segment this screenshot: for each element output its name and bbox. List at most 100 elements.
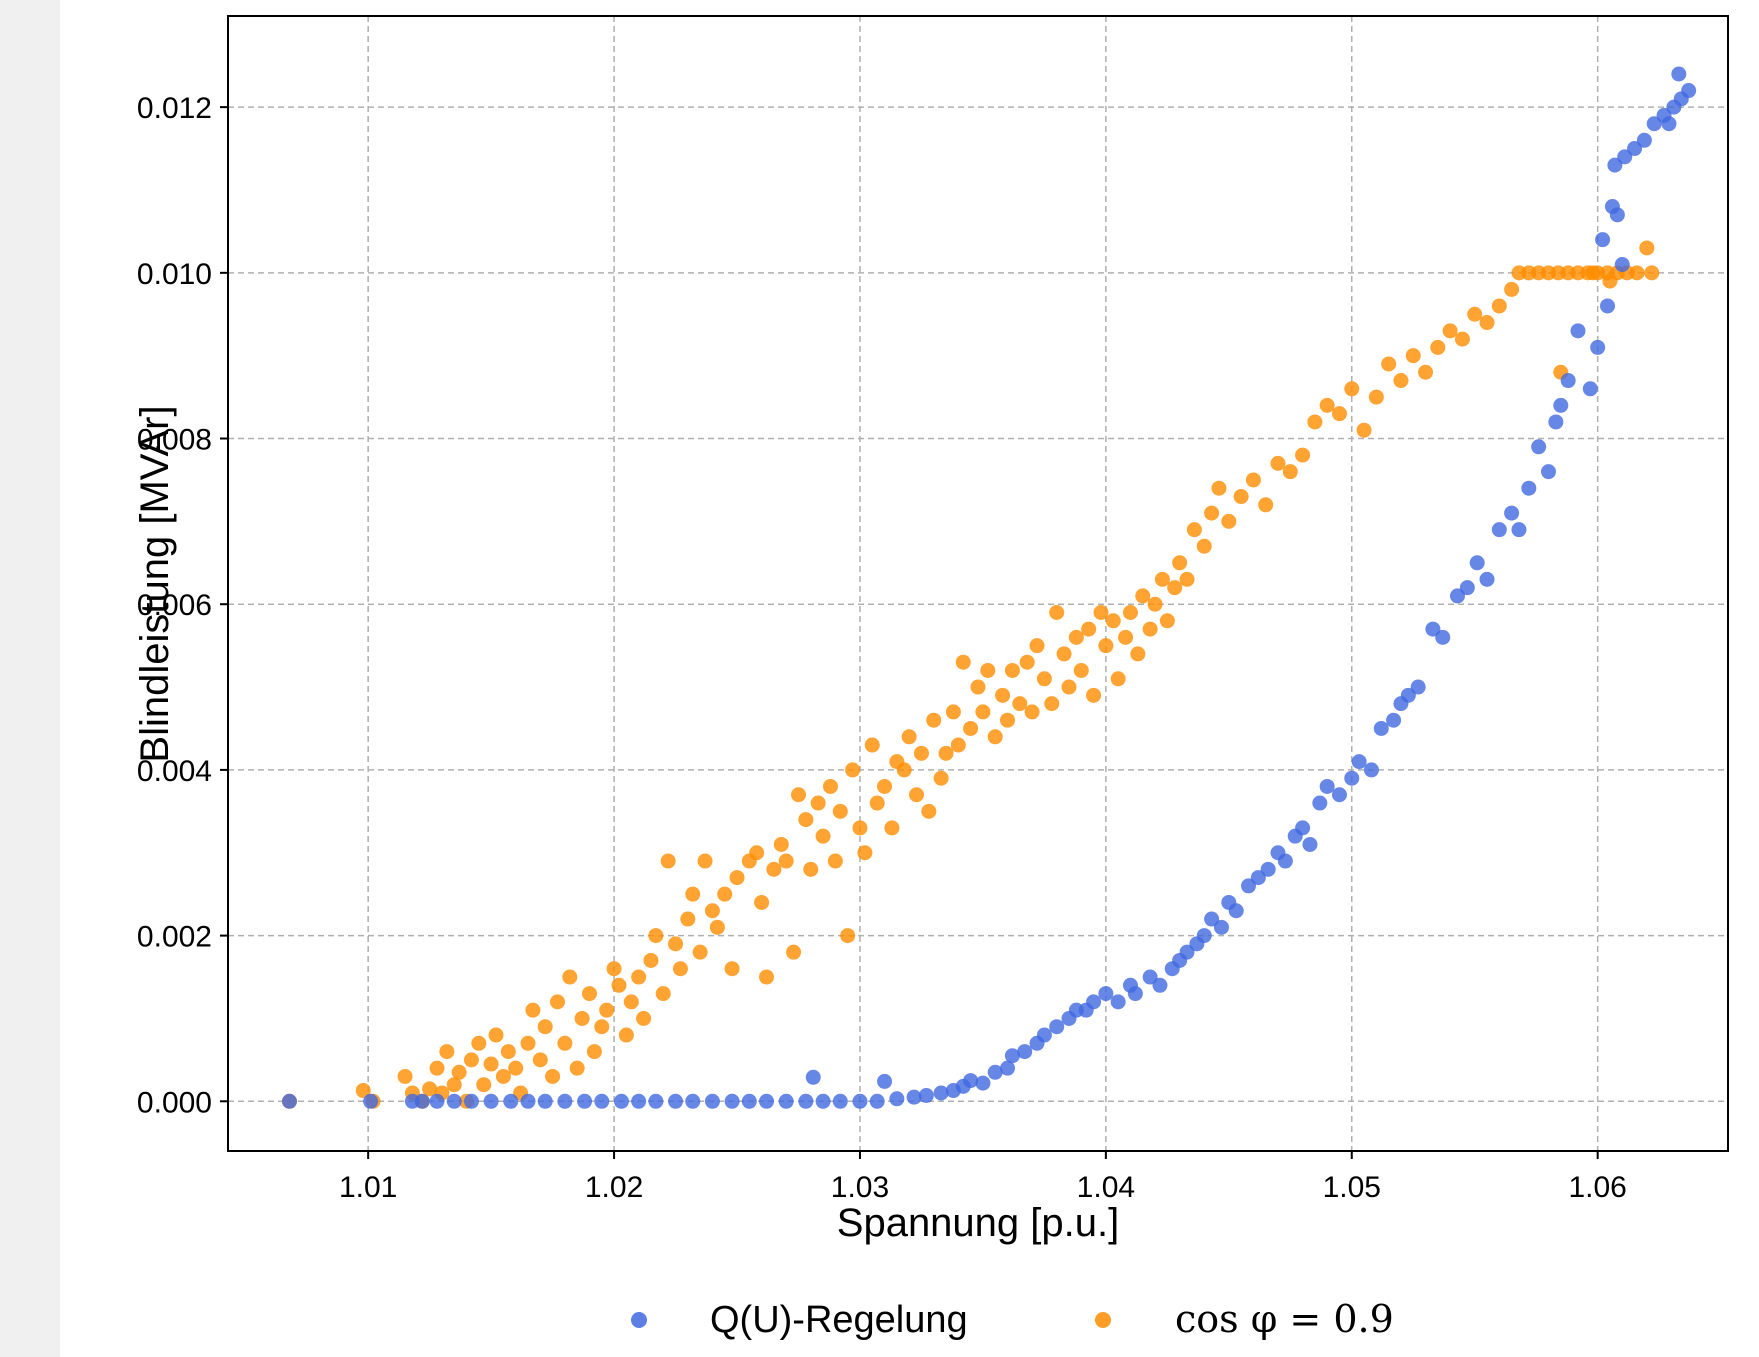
point-qu: [429, 1093, 445, 1109]
point-qu: [1363, 762, 1379, 778]
point-cosphi: [692, 944, 708, 960]
point-cosphi: [1179, 571, 1195, 587]
point-qu: [1459, 580, 1475, 596]
point-cosphi: [668, 936, 684, 952]
point-cosphi: [1159, 613, 1175, 629]
point-cosphi: [599, 1002, 615, 1018]
point-cosphi: [1036, 671, 1052, 687]
point-cosphi: [429, 1060, 445, 1076]
point-cosphi: [803, 861, 819, 877]
point-cosphi: [938, 745, 954, 761]
point-cosphi: [550, 994, 566, 1010]
point-cosphi: [1442, 323, 1458, 339]
point-qu: [1491, 522, 1507, 538]
point-cosphi: [759, 969, 775, 985]
point-cosphi: [1585, 265, 1601, 281]
point-cosphi: [749, 845, 765, 861]
point-cosphi: [975, 704, 991, 720]
point-qu: [1302, 836, 1318, 852]
point-cosphi: [790, 787, 806, 803]
point-cosphi: [896, 762, 912, 778]
point-qu: [1142, 969, 1158, 985]
point-qu: [1617, 149, 1633, 165]
point-cosphi: [909, 787, 925, 803]
point-qu: [1469, 555, 1485, 571]
point-cosphi: [1221, 513, 1237, 529]
point-cosphi: [1418, 364, 1434, 380]
point-qu: [1600, 298, 1616, 314]
point-cosphi: [884, 820, 900, 836]
point-qu: [1196, 928, 1212, 944]
point-qu: [1127, 986, 1143, 1002]
legend: Q(U)-Regelung cos φ = 0.9: [631, 1297, 1394, 1341]
point-qu: [668, 1093, 684, 1109]
point-cosphi: [1130, 646, 1146, 662]
point-cosphi: [1147, 596, 1163, 612]
point-cosphi: [1167, 580, 1183, 596]
point-cosphi: [1110, 671, 1126, 687]
point-cosphi: [963, 720, 979, 736]
point-cosphi: [508, 1060, 524, 1076]
x-tick-label: 1.04: [1077, 1171, 1135, 1204]
axis-ticks: 1.01 1.02 1.03 1.04 1.05 1.06 0.000 0.002 0.004 0…: [137, 92, 1627, 1204]
point-qu: [1228, 903, 1244, 919]
point-cosphi: [1405, 348, 1421, 364]
point-cosphi: [581, 986, 597, 1002]
point-cosphi: [1454, 331, 1470, 347]
legend-marker-qu: [631, 1312, 647, 1328]
point-qu: [483, 1093, 499, 1109]
point-qu: [1000, 1060, 1016, 1076]
point-cosphi: [815, 828, 831, 844]
point-qu: [1560, 373, 1576, 389]
point-qu: [906, 1089, 922, 1105]
point-cosphi: [1356, 422, 1372, 438]
point-cosphi: [1004, 662, 1020, 678]
point-qu: [963, 1073, 979, 1089]
point-qu: [1582, 381, 1598, 397]
point-cosphi: [525, 1002, 541, 1018]
point-cosphi: [1154, 571, 1170, 587]
point-qu: [1661, 116, 1677, 132]
y-tick-label: 0.002: [137, 921, 212, 954]
point-cosphi: [810, 795, 826, 811]
point-cosphi: [1029, 638, 1045, 654]
point-cosphi: [463, 1052, 479, 1068]
point-cosphi: [355, 1083, 371, 1099]
point-qu: [1627, 141, 1643, 157]
point-qu: [1450, 588, 1466, 604]
point-cosphi: [1233, 489, 1249, 505]
point-cosphi: [840, 928, 856, 944]
point-cosphi: [987, 729, 1003, 745]
point-qu: [877, 1073, 893, 1089]
point-cosphi: [643, 952, 659, 968]
point-cosphi: [569, 1060, 585, 1076]
point-qu: [1570, 323, 1586, 339]
point-cosphi: [483, 1056, 499, 1072]
point-cosphi: [1629, 265, 1645, 281]
point-qu: [1504, 505, 1520, 521]
point-qu: [1386, 712, 1402, 728]
point-cosphi: [1105, 613, 1121, 629]
point-cosphi: [995, 687, 1011, 703]
point-qu: [778, 1093, 794, 1109]
point-qu: [852, 1093, 868, 1109]
point-qu: [1425, 621, 1441, 637]
chart-figure: 1.01 1.02 1.03 1.04 1.05 1.06 0.000 0.002 0.004 0…: [60, 0, 1759, 1357]
point-cosphi: [1098, 638, 1114, 654]
point-cosphi: [869, 795, 885, 811]
legend-label-cosphi: cos φ = 0.9: [1175, 1297, 1394, 1341]
point-cosphi: [1344, 381, 1360, 397]
point-qu: [1646, 116, 1662, 132]
point-cosphi: [1012, 696, 1028, 712]
point-qu: [759, 1093, 775, 1109]
point-qu: [1204, 911, 1220, 927]
point-qu: [1521, 480, 1537, 496]
plot-area: [228, 16, 1728, 1151]
point-cosphi: [1000, 712, 1016, 728]
point-cosphi: [594, 1019, 610, 1035]
point-cosphi: [1270, 455, 1286, 471]
point-qu: [918, 1087, 934, 1103]
point-cosphi: [1204, 505, 1220, 521]
point-cosphi: [945, 704, 961, 720]
point-cosphi: [1307, 414, 1323, 430]
